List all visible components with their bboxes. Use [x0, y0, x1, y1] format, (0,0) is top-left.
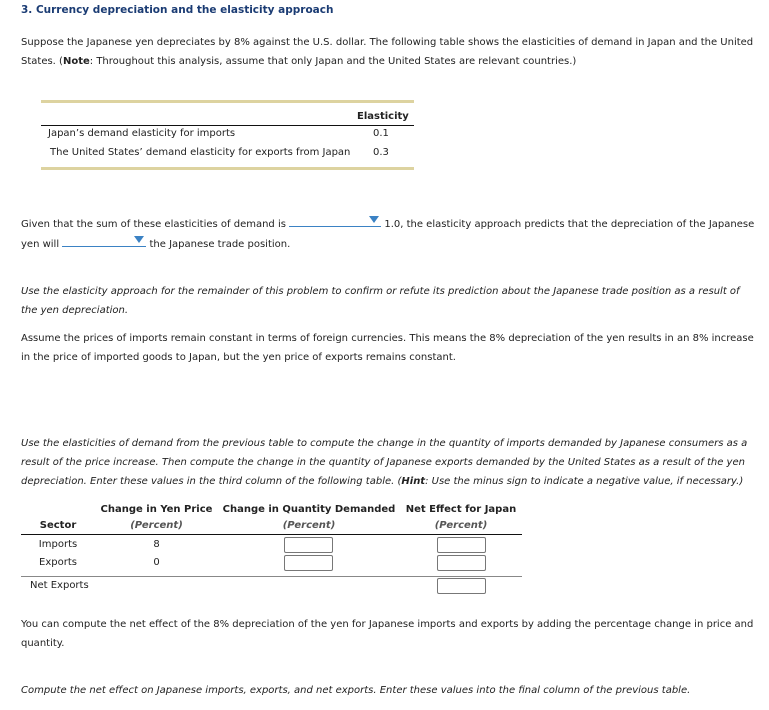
price-imports: 8 [153, 539, 160, 550]
compute-text: Use the elasticities of demand from the … [21, 438, 748, 487]
hint-label: Hint [401, 476, 426, 487]
assume-paragraph: Assume the prices of imports remain cons… [21, 333, 754, 363]
col-header-quantity: Change in Quantity Demanded [222, 504, 396, 515]
comparison-dropdown[interactable] [289, 214, 382, 227]
quantity-imports-input[interactable] [284, 537, 333, 553]
col-subheader-net: (Percent) [434, 520, 488, 531]
sector-imports: Imports [38, 539, 78, 550]
question-text: 1.0, the elasticity approach predicts th… [21, 219, 755, 250]
table-top-border [41, 100, 414, 103]
elasticity-header: Elasticity [357, 111, 409, 122]
row-label: The United States’ demand elasticity for… [50, 147, 351, 158]
note-label: Note [62, 56, 90, 67]
chevron-down-icon [134, 236, 145, 243]
section-title: 3. Currency depreciation and the elastic… [21, 4, 334, 16]
quantity-exports-input[interactable] [284, 555, 333, 571]
sector-exports: Exports [39, 557, 77, 568]
col-header-sector: Sector [39, 520, 77, 531]
header-divider [41, 125, 414, 126]
price-exports: 0 [153, 557, 160, 568]
intro-text: Suppose the Japanese yen depreciates by … [21, 37, 754, 67]
row-value: 0.3 [373, 147, 389, 158]
net-exports-input[interactable] [437, 578, 486, 594]
use-paragraph: Use the elasticity approach for the rema… [21, 286, 740, 316]
col-header-net: Net Effect for Japan [405, 504, 517, 515]
hint-text: : Use the minus sign to indicate a negat… [425, 476, 744, 487]
net-exports-label: Net Exports [30, 580, 89, 591]
intro-paragraph: Suppose the Japanese yen depreciates by … [21, 33, 756, 71]
net-effect-paragraph: You can compute the net effect of the 8%… [21, 619, 754, 649]
net-imports-input[interactable] [437, 537, 486, 553]
effect-dropdown[interactable] [62, 234, 147, 247]
question-text: the Japanese trade position. [149, 239, 291, 250]
note-text: : Throughout this analysis, assume that … [89, 56, 577, 67]
row-divider [21, 576, 522, 577]
row-label: Japan’s demand elasticity for imports [48, 128, 236, 139]
col-subheader-quantity: (Percent) [282, 520, 336, 531]
compute-paragraph: Use the elasticities of demand from the … [21, 434, 756, 491]
question-paragraph: Given that the sum of these elasticities… [21, 214, 756, 254]
chevron-down-icon [369, 216, 380, 223]
header-divider [21, 534, 522, 535]
final-paragraph: Compute the net effect on Japanese impor… [21, 685, 691, 696]
row-value: 0.1 [373, 128, 389, 139]
col-header-price: Change in Yen Price [100, 504, 213, 515]
col-subheader-price: (Percent) [130, 520, 183, 531]
table-bottom-border [41, 167, 414, 170]
net-exports-effect-input[interactable] [437, 555, 486, 571]
question-text: Given that the sum of these elasticities… [21, 219, 286, 230]
